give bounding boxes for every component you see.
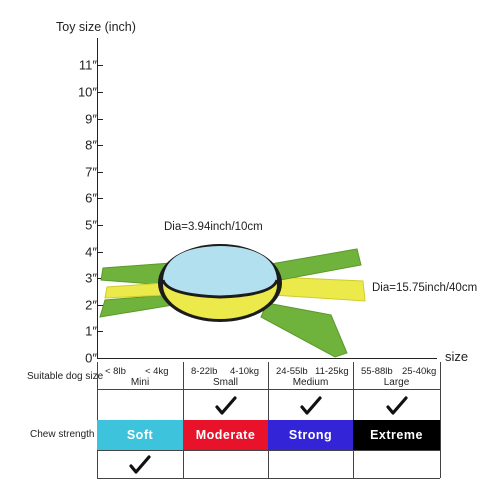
- y-axis-tick-label: 11″: [78, 57, 97, 73]
- size-weight-lb: 55-88lb: [361, 366, 393, 377]
- row-label-dog-size: Suitable dog size: [27, 371, 104, 382]
- chew-strength-strong: Strong: [268, 420, 353, 450]
- toy-illustration: [99, 244, 366, 358]
- chew-strength-extreme: Extreme: [353, 420, 440, 450]
- size-category-name: Small: [212, 377, 238, 388]
- y-axis-tick: [97, 145, 103, 147]
- toy-tail-left-yellow: [104, 282, 168, 299]
- y-axis-title: Toy size (inch): [56, 20, 136, 34]
- y-axis-tick: [97, 251, 103, 253]
- y-axis-tick-label: 10″: [77, 84, 97, 100]
- y-axis-tick: [97, 358, 103, 359]
- y-axis-tick: [97, 304, 103, 306]
- chew-strength-moderate: Moderate: [183, 420, 268, 450]
- y-axis-tick: [97, 331, 103, 333]
- table-col-line: [440, 362, 441, 478]
- y-axis-tick-label: 1″: [85, 323, 97, 339]
- size-weight-kg: < 4kg: [145, 366, 169, 377]
- y-axis-tick-label: 0″: [85, 350, 97, 366]
- y-axis-tick: [97, 198, 103, 200]
- size-weight-lb: 8-22lb: [191, 366, 218, 377]
- toy-tail-right-yellow: [272, 276, 366, 302]
- size-weight-kg: 11-25kg: [315, 366, 349, 377]
- check-icon: [214, 396, 237, 421]
- size-category-name: Large: [383, 377, 410, 388]
- y-axis-tick-label: 4″: [85, 244, 97, 260]
- toy-tail-right-lower: [260, 302, 348, 358]
- table-row-line: [97, 478, 440, 479]
- chew-strength-soft: Soft: [97, 420, 183, 450]
- x-axis-title: size: [445, 349, 469, 364]
- size-weight-kg: 4-10kg: [230, 366, 260, 377]
- check-icon: [129, 455, 151, 480]
- y-axis-tick-label: 2″: [85, 297, 97, 313]
- y-axis-tick-label: 5″: [85, 217, 97, 233]
- y-axis-tick: [97, 65, 103, 67]
- y-axis-tick-label: 9″: [85, 111, 97, 127]
- check-icon: [299, 396, 322, 421]
- y-axis-line: [97, 38, 98, 358]
- y-axis-tick: [97, 278, 103, 280]
- y-axis-tick-label: 7″: [85, 164, 97, 180]
- toy-tail-left-lower: [99, 294, 174, 318]
- y-axis-tick: [97, 118, 103, 120]
- toy-body-blue: [163, 246, 277, 297]
- check-icon: [385, 396, 408, 421]
- y-axis-tick: [97, 171, 103, 173]
- x-axis-line: [97, 358, 437, 359]
- y-axis-tick-label: 8″: [85, 137, 97, 153]
- annotation-diameter-large: Dia=15.75inch/40cm: [372, 282, 478, 294]
- size-weight-lb: < 8lb: [105, 366, 126, 377]
- row-label-chew-strength: Chew strength: [30, 429, 95, 440]
- annotation-diameter-small: Dia=3.94inch/10cm: [164, 221, 263, 233]
- size-weight-kg: 25-40kg: [402, 366, 437, 377]
- y-axis-tick: [97, 225, 103, 226]
- y-axis-tick-label: 6″: [85, 190, 97, 206]
- y-axis-tick: [97, 92, 103, 93]
- y-axis-tick-label: 3″: [85, 270, 97, 286]
- size-weight-lb: 24-55lb: [276, 366, 308, 377]
- size-category-name: Medium: [292, 377, 329, 388]
- size-category-name: Mini: [130, 377, 150, 388]
